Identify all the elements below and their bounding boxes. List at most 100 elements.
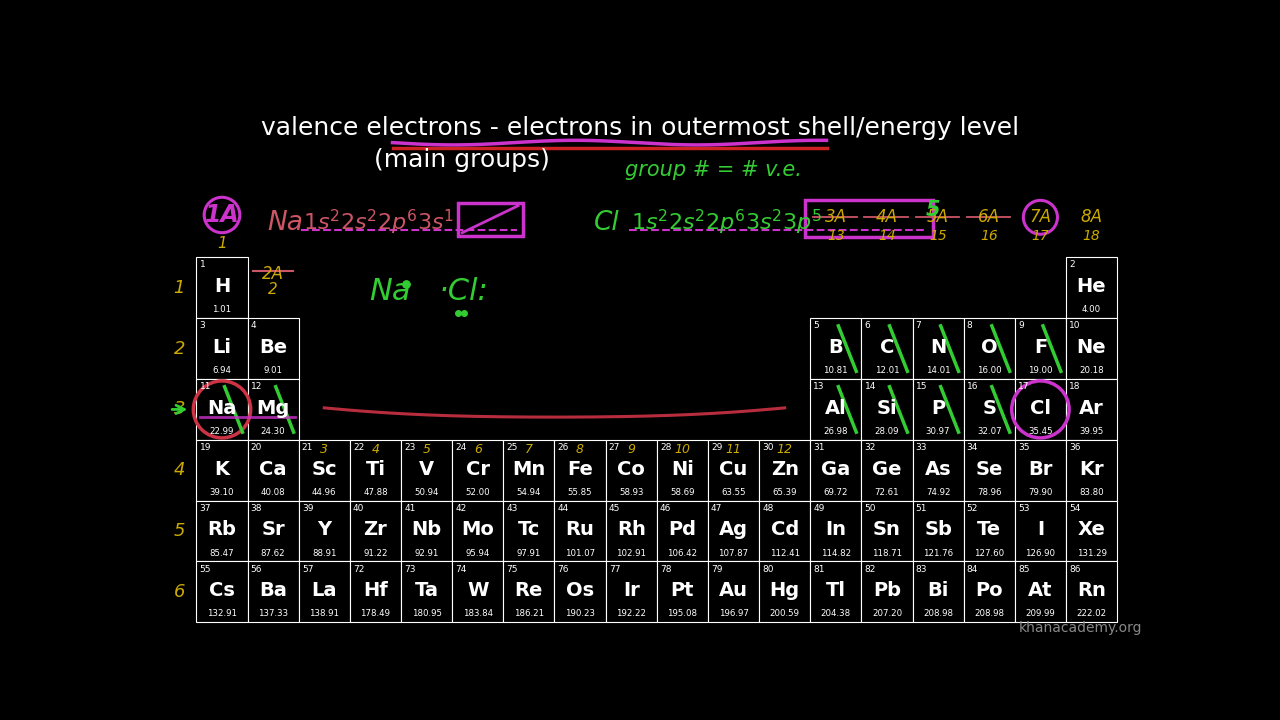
Text: 222.02: 222.02 <box>1076 609 1107 618</box>
Text: S: S <box>982 399 996 418</box>
Text: 16: 16 <box>966 382 978 391</box>
Bar <box>1015 500 1066 562</box>
Bar <box>861 379 913 440</box>
Text: 47: 47 <box>710 504 722 513</box>
Text: Zn: Zn <box>771 459 799 479</box>
Text: 5: 5 <box>813 321 819 330</box>
Text: 1.01: 1.01 <box>212 305 232 315</box>
Text: Cd: Cd <box>771 521 799 539</box>
Bar <box>1066 257 1117 318</box>
Text: 32: 32 <box>864 443 876 452</box>
Text: 9.01: 9.01 <box>264 366 283 375</box>
Text: 19: 19 <box>200 443 211 452</box>
Text: 1: 1 <box>200 261 205 269</box>
Bar <box>503 562 554 622</box>
Text: 132.91: 132.91 <box>207 609 237 618</box>
Text: 74: 74 <box>456 564 467 574</box>
Bar <box>247 440 298 500</box>
Bar <box>657 500 708 562</box>
Text: Mn: Mn <box>512 459 545 479</box>
Text: 79: 79 <box>710 564 722 574</box>
Bar <box>349 440 401 500</box>
Bar <box>605 562 657 622</box>
Text: Mo: Mo <box>461 521 494 539</box>
Bar <box>401 500 452 562</box>
Text: 35: 35 <box>1018 443 1029 452</box>
Text: 50: 50 <box>864 504 876 513</box>
Text: 190.23: 190.23 <box>564 609 595 618</box>
Text: 9: 9 <box>1018 321 1024 330</box>
Text: 5A: 5A <box>927 208 948 226</box>
Bar <box>196 440 247 500</box>
Text: Cr: Cr <box>466 459 490 479</box>
Text: Ne: Ne <box>1076 338 1106 357</box>
Text: 83: 83 <box>915 564 927 574</box>
Text: Ca: Ca <box>260 459 287 479</box>
Text: 22: 22 <box>353 443 365 452</box>
Text: 208.98: 208.98 <box>974 609 1005 618</box>
Text: valence electrons - electrons in outermost shell/energy level: valence electrons - electrons in outermo… <box>261 116 1020 140</box>
Text: Sn: Sn <box>873 521 901 539</box>
Text: 127.60: 127.60 <box>974 549 1005 557</box>
Text: Rb: Rb <box>207 521 237 539</box>
Bar <box>657 562 708 622</box>
Text: 208.98: 208.98 <box>923 609 954 618</box>
Text: 58.69: 58.69 <box>671 488 695 497</box>
Text: Kr: Kr <box>1079 459 1103 479</box>
Text: 4: 4 <box>251 321 256 330</box>
Text: Mg: Mg <box>256 399 289 418</box>
Text: Ni: Ni <box>671 459 694 479</box>
Text: 46: 46 <box>660 504 671 513</box>
Text: 26: 26 <box>558 443 568 452</box>
Text: 26.98: 26.98 <box>823 427 849 436</box>
Bar <box>964 500 1015 562</box>
Bar <box>861 562 913 622</box>
Text: 44.96: 44.96 <box>312 488 337 497</box>
Text: 19.00: 19.00 <box>1028 366 1052 375</box>
Text: I: I <box>1037 521 1044 539</box>
Bar <box>1066 440 1117 500</box>
Text: 186.21: 186.21 <box>513 609 544 618</box>
Text: 101.07: 101.07 <box>564 549 595 557</box>
Text: 38: 38 <box>251 504 262 513</box>
Text: 131.29: 131.29 <box>1076 549 1106 557</box>
Text: 47.88: 47.88 <box>364 488 388 497</box>
Bar <box>196 500 247 562</box>
Text: Rn: Rn <box>1076 581 1106 600</box>
Bar <box>913 440 964 500</box>
Text: 5: 5 <box>422 443 430 456</box>
Text: 49: 49 <box>813 504 824 513</box>
Text: Na: Na <box>369 277 411 306</box>
Text: 15: 15 <box>929 229 947 243</box>
Bar <box>1066 318 1117 379</box>
Text: 30: 30 <box>762 443 773 452</box>
Text: B: B <box>828 338 844 357</box>
Bar <box>452 440 503 500</box>
Text: Cl: Cl <box>594 210 620 235</box>
Text: 95.94: 95.94 <box>466 549 490 557</box>
Bar <box>861 500 913 562</box>
Text: Ar: Ar <box>1079 399 1103 418</box>
Bar <box>554 500 605 562</box>
Bar <box>349 562 401 622</box>
Text: 18: 18 <box>1083 229 1101 243</box>
Text: (main groups): (main groups) <box>374 148 550 172</box>
Text: 2: 2 <box>1069 261 1075 269</box>
Bar <box>298 562 349 622</box>
Text: 58.93: 58.93 <box>620 488 644 497</box>
Text: 4: 4 <box>174 462 186 480</box>
Text: 30.97: 30.97 <box>925 427 950 436</box>
Text: 2: 2 <box>269 282 278 297</box>
Text: Hg: Hg <box>769 581 800 600</box>
Text: 39: 39 <box>302 504 314 513</box>
Text: 10: 10 <box>1069 321 1080 330</box>
Text: P: P <box>931 399 945 418</box>
Text: Pd: Pd <box>668 521 696 539</box>
Text: Na: Na <box>207 399 237 418</box>
Text: 57: 57 <box>302 564 314 574</box>
Text: 20.18: 20.18 <box>1079 366 1103 375</box>
Text: Zr: Zr <box>364 521 388 539</box>
Text: 91.22: 91.22 <box>364 549 388 557</box>
Text: 78.96: 78.96 <box>977 488 1001 497</box>
Bar <box>247 562 298 622</box>
